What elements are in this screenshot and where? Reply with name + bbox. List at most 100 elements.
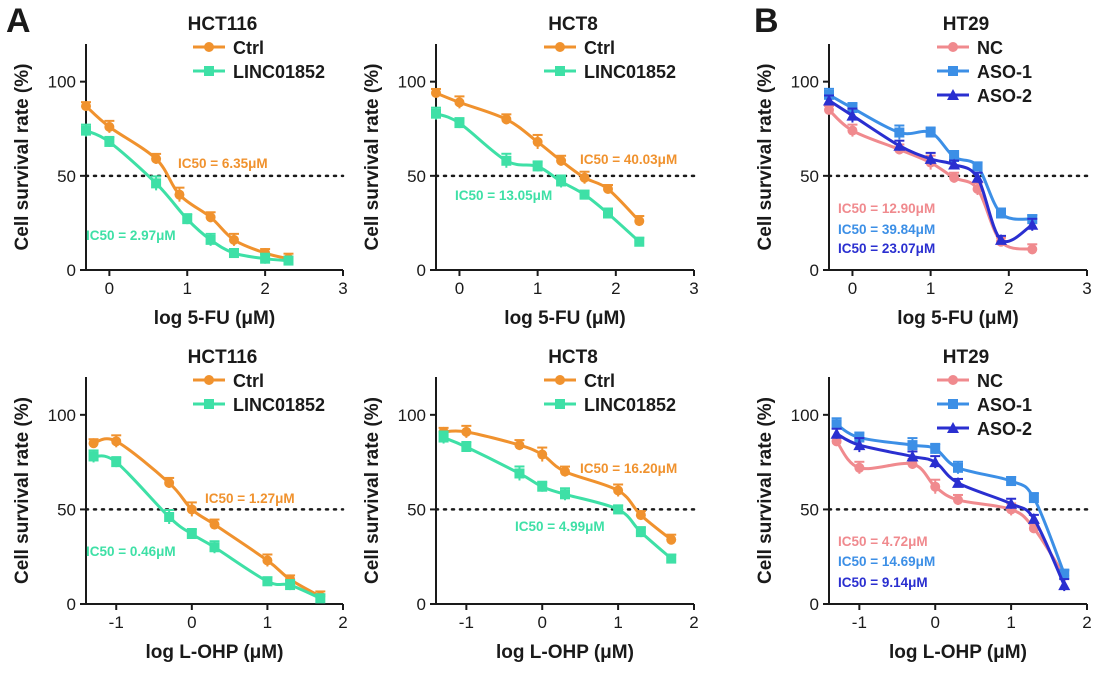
data-point	[952, 476, 964, 488]
x-tick-label: 2	[338, 613, 347, 632]
data-point	[205, 212, 216, 223]
data-point	[537, 449, 548, 460]
chart-title: HT29	[943, 14, 989, 35]
x-tick-label: -1	[109, 613, 124, 632]
data-point	[262, 576, 273, 587]
chart-title: HT29	[943, 347, 989, 368]
series-ctrl	[431, 87, 645, 227]
legend-marker	[947, 422, 959, 433]
data-point	[1059, 568, 1070, 579]
data-point	[634, 236, 645, 247]
data-point	[431, 87, 441, 98]
y-tick-label: 100	[48, 73, 76, 92]
legend-label: ASO-1	[977, 395, 1032, 415]
legend-marker	[555, 399, 565, 409]
chart-panel-4: HCT116 0 50 100 -1 0 1 2 log L-OHP (μM) Cell surv…	[12, 347, 348, 663]
y-tick-label: 100	[398, 73, 426, 92]
chart-title: HCT8	[548, 14, 598, 35]
data-point	[893, 139, 906, 151]
series-linc01852	[88, 449, 326, 604]
data-point	[603, 184, 613, 195]
data-point	[209, 519, 220, 530]
fit-curve	[443, 436, 673, 560]
x-tick-label: 2	[260, 279, 269, 298]
data-point	[830, 427, 843, 439]
legend-label: LINC01852	[233, 62, 325, 82]
x-tick-label: 2	[689, 613, 698, 632]
x-axis-label: log L-OHP (μM)	[146, 642, 284, 663]
data-point	[823, 94, 835, 106]
data-point	[532, 161, 543, 172]
ic50-label: IC50 = 23.07μM	[838, 241, 935, 256]
chart-panel-1: HCT116 0 50 100 0 1 2 3 log 5-FU (μM) Cell surviv…	[12, 14, 348, 329]
x-axis-label: log 5-FU (μM)	[897, 308, 1018, 329]
x-tick-label: -1	[459, 613, 474, 632]
data-point	[262, 555, 273, 566]
data-point	[949, 172, 960, 183]
data-point	[847, 125, 858, 136]
ic50-label: IC50 = 4.72μM	[838, 534, 928, 549]
chart-panel-2: HCT8 0 50 100 0 1 2 3 log 5-FU (μM) Cell survival…	[362, 14, 699, 329]
data-point	[929, 456, 942, 468]
data-point	[560, 466, 570, 477]
data-point	[995, 233, 1007, 245]
data-point	[1026, 218, 1039, 230]
data-point	[666, 534, 677, 545]
chart-title: HCT116	[188, 14, 258, 35]
data-point	[948, 158, 961, 170]
legend-label: ASO-2	[977, 419, 1032, 439]
data-point	[205, 234, 216, 245]
data-point	[151, 153, 162, 164]
fit-curve	[93, 437, 322, 598]
ic50-label: IC50 = 1.27μM	[205, 491, 295, 506]
legend-marker	[948, 66, 958, 76]
x-tick-label: 1	[263, 613, 272, 632]
y-axis-label: Cell survival rate (%)	[362, 397, 383, 584]
data-point	[907, 459, 918, 470]
data-point	[182, 214, 193, 225]
data-point	[81, 101, 91, 112]
data-point	[930, 481, 941, 492]
data-point	[1027, 512, 1040, 524]
series-ctrl	[88, 434, 326, 602]
ic50-label: IC50 = 2.97μM	[86, 228, 176, 243]
data-point	[514, 440, 525, 451]
data-point	[831, 419, 842, 430]
series-nc	[831, 436, 1070, 581]
y-axis-label: Cell survival rate (%)	[755, 397, 776, 584]
x-tick-label: 1	[613, 613, 622, 632]
y-tick-label: 50	[800, 500, 819, 519]
legend-marker	[555, 66, 565, 76]
data-point	[260, 253, 271, 264]
data-point	[556, 155, 567, 166]
x-tick-label: 2	[1082, 613, 1091, 632]
legend-label: LINC01852	[584, 395, 676, 415]
legend-label: ASO-2	[977, 86, 1032, 106]
data-point	[603, 208, 613, 219]
legend-label: Ctrl	[233, 38, 264, 58]
y-tick-label: 0	[417, 261, 426, 280]
ic50-label: IC50 = 40.03μM	[580, 152, 677, 167]
ic50-label: IC50 = 16.20μM	[580, 461, 677, 476]
data-point	[579, 189, 590, 200]
x-tick-label: 3	[1082, 279, 1091, 298]
data-point	[151, 178, 162, 189]
legend-label: LINC01852	[584, 62, 676, 82]
data-point	[461, 426, 472, 437]
data-point	[186, 529, 197, 540]
y-tick-label: 0	[67, 595, 76, 614]
x-tick-label: 1	[926, 279, 935, 298]
chart-title: HCT116	[188, 347, 258, 368]
y-axis-label: Cell survival rate (%)	[12, 397, 33, 584]
data-point	[186, 504, 197, 515]
ic50-label: IC50 = 9.14μM	[838, 575, 928, 590]
data-point	[972, 161, 983, 172]
legend-marker	[947, 89, 959, 100]
y-tick-label: 50	[57, 167, 76, 186]
data-point	[953, 462, 963, 473]
ic50-label: IC50 = 13.05μM	[455, 188, 552, 203]
data-point	[228, 234, 239, 245]
data-point	[88, 438, 99, 449]
legend-marker	[948, 399, 958, 409]
